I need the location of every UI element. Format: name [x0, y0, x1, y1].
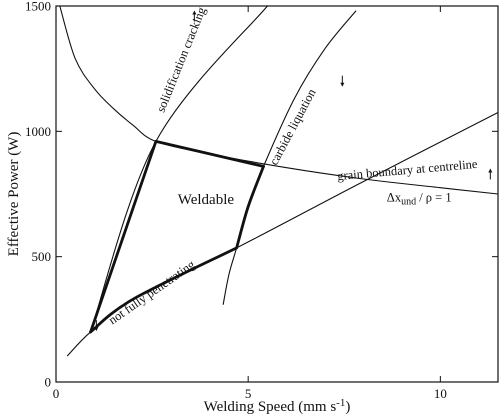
ticks-group: 0 5 10 0 500 1000 1500	[25, 0, 498, 401]
arrow-carbide-icon	[340, 75, 345, 87]
criterion-rhs: / ρ = 1	[416, 191, 452, 205]
arrow-penetr-icon	[94, 320, 99, 332]
annotations-group: solidification cracking carbide liquation…	[94, 4, 493, 332]
x-axis-label: Welding Speed (mm s-1)	[204, 397, 351, 415]
arrow-grain-icon	[488, 168, 493, 180]
curves-group	[59, 5, 499, 357]
criterion-lhs: Δx	[387, 191, 402, 205]
arrow-solid-icon	[192, 10, 197, 22]
annotation-grain: grain boundary at centreline	[337, 157, 479, 183]
x-axis-label-sup: -1	[336, 397, 345, 409]
curve-weldable_top	[154, 140, 265, 168]
y-tick-label-1500: 1500	[25, 0, 51, 14]
curve-weldable_bottom	[89, 246, 238, 334]
x-axis-label-end: )	[345, 399, 350, 415]
criterion-sub: und	[401, 197, 416, 208]
criterion-label: Δxund / ρ = 1	[387, 191, 452, 208]
annotation-penetr: not fully penetrating	[106, 257, 198, 327]
y-tick-label-500: 500	[32, 249, 52, 264]
y-tick-label-1000: 1000	[25, 124, 51, 139]
x-tick-label-0: 0	[53, 386, 60, 401]
curve-weldable_left	[89, 140, 158, 334]
annotation-solid: solidification cracking	[154, 4, 209, 114]
curve-weldable_right	[235, 165, 265, 250]
y-tick-label-0: 0	[45, 375, 52, 390]
x-tick-label-5: 5	[245, 386, 252, 401]
annotation-carbide: carbide liquation	[267, 86, 319, 168]
y-axis-label: Effective Power (W)	[6, 132, 22, 257]
annotation-weldable: Weldable	[178, 192, 235, 208]
curve-carbide	[222, 10, 357, 305]
x-axis-label-main: Welding Speed (mm s	[204, 399, 337, 415]
x-tick-label-10: 10	[434, 386, 447, 401]
